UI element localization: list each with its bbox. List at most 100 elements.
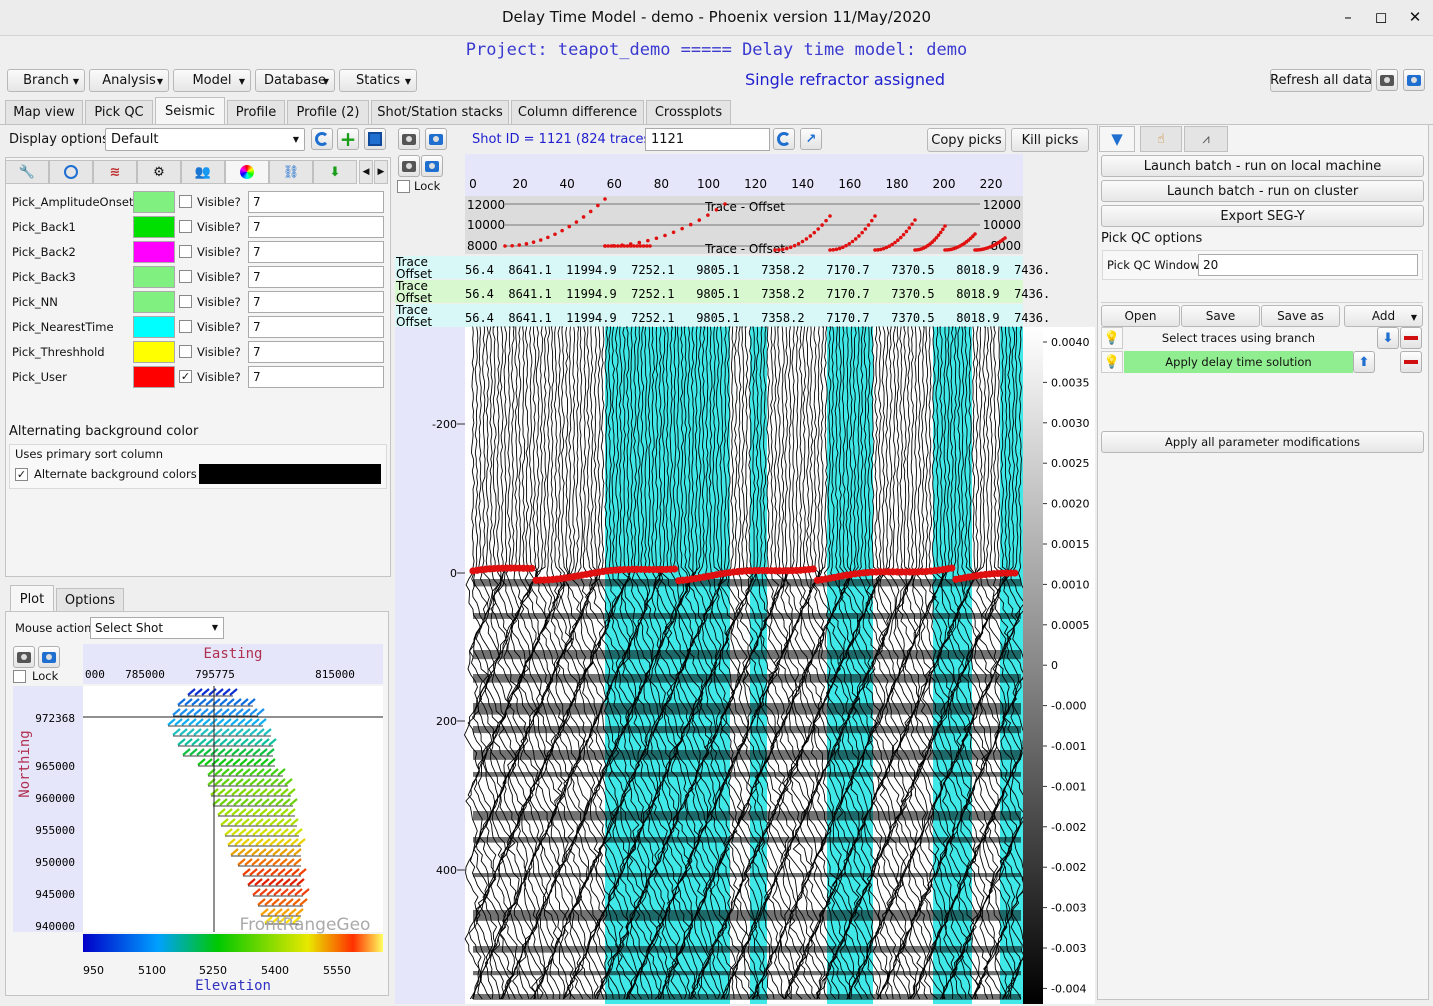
arrow-up-right-icon[interactable]: ↗: [800, 128, 822, 150]
pick-color-swatch[interactable]: [133, 266, 175, 288]
tab-map-view[interactable]: Map view: [5, 100, 83, 124]
maximize-button[interactable]: ◻: [1374, 8, 1388, 26]
camera-blue-icon[interactable]: [1403, 69, 1425, 91]
tab-column-difference[interactable]: Column difference: [511, 100, 644, 124]
pick-width-input[interactable]: 7: [248, 241, 384, 263]
pick-color-swatch[interactable]: [133, 216, 175, 238]
refresh-icon[interactable]: [311, 128, 333, 150]
remove-icon[interactable]: [1400, 327, 1422, 349]
pick-width-input[interactable]: 7: [248, 191, 384, 213]
gear-icon[interactable]: ⚙: [137, 160, 181, 184]
pick-width-input[interactable]: 7: [248, 216, 384, 238]
histogram-icon[interactable]: ⩘: [1184, 126, 1228, 152]
tab-shot-station-stacks[interactable]: Shot/Station stacks: [371, 100, 509, 124]
pick-color-swatch[interactable]: [133, 191, 175, 213]
pick-visible-checkbox[interactable]: [179, 345, 192, 358]
tab-crossplots[interactable]: Crossplots: [646, 100, 731, 124]
camera-blue-icon[interactable]: [38, 646, 60, 668]
menu-model[interactable]: Model ▼: [173, 69, 251, 92]
flow-add-button[interactable]: Add ▼: [1344, 305, 1423, 327]
seismic-lock-checkbox[interactable]: [397, 180, 410, 193]
camera-blue-icon[interactable]: [421, 155, 443, 177]
tab-seismic[interactable]: Seismic: [155, 97, 225, 124]
save-icon[interactable]: [364, 128, 386, 150]
users-icon[interactable]: 👥: [181, 160, 225, 184]
map-lock-checkbox[interactable]: [13, 670, 26, 683]
flow-save-button[interactable]: Save: [1181, 305, 1260, 327]
camera-icon[interactable]: [13, 646, 35, 668]
add-icon[interactable]: +: [337, 127, 359, 151]
seismic-display[interactable]: 0 20 40 60 80 100 120 140 160 180 200 220 12000 100…: [395, 154, 1095, 1004]
trace-wiggle: [777, 326, 796, 1000]
hand-pointer-icon[interactable]: ☝: [1140, 126, 1182, 152]
launch-local-button[interactable]: Launch batch - run on local machine: [1101, 155, 1424, 177]
menu-statics[interactable]: Statics ▼: [339, 69, 417, 92]
camera-icon[interactable]: [1376, 69, 1398, 91]
minimize-button[interactable]: –: [1344, 8, 1352, 26]
pick-color-swatch[interactable]: [133, 341, 175, 363]
lightbulb-icon[interactable]: 💡: [1101, 351, 1123, 373]
globe-icon[interactable]: [49, 160, 93, 184]
pick-color-swatch[interactable]: [133, 316, 175, 338]
color-wheel-icon[interactable]: [225, 160, 269, 184]
arrow-down-icon[interactable]: ⬇: [1377, 327, 1399, 349]
tab-plot[interactable]: Plot: [10, 585, 54, 612]
display-options-select[interactable]: Default ▼: [105, 128, 305, 151]
pick-color-swatch[interactable]: [133, 366, 175, 388]
pick-visible-checkbox[interactable]: [179, 195, 192, 208]
pick-visible-checkbox[interactable]: [179, 295, 192, 308]
pick-width-input[interactable]: 7: [248, 366, 384, 388]
remove-icon[interactable]: [1400, 351, 1422, 373]
tab-pick-qc[interactable]: Pick QC: [85, 100, 153, 124]
pick-color-swatch[interactable]: [133, 241, 175, 263]
flow-open-button[interactable]: Open: [1101, 305, 1180, 327]
flow-save-as-button[interactable]: Save as: [1261, 305, 1340, 327]
scroll-left-icon[interactable]: ◀: [359, 160, 373, 184]
download-arrow-icon[interactable]: ⬇: [313, 160, 357, 184]
alternate-bg-checkbox[interactable]: ✓: [15, 468, 28, 481]
filter-icon[interactable]: ▼: [1099, 126, 1135, 152]
pick-visible-checkbox[interactable]: [179, 320, 192, 333]
refresh-all-button[interactable]: Refresh all data: [1270, 69, 1372, 92]
lightbulb-icon[interactable]: 💡: [1101, 327, 1123, 349]
camera-blue-icon[interactable]: [425, 128, 447, 150]
mouse-action-select[interactable]: Select Shot ▼: [90, 617, 224, 639]
pick-width-input[interactable]: 7: [248, 266, 384, 288]
wrench-icon[interactable]: 🔧: [5, 160, 49, 184]
apply-all-modifications-button[interactable]: Apply all parameter modifications: [1101, 431, 1424, 453]
refresh-icon[interactable]: [773, 128, 795, 150]
arrow-up-icon[interactable]: ⬆: [1353, 351, 1375, 373]
launch-cluster-button[interactable]: Launch batch - run on cluster: [1101, 180, 1424, 202]
pick-width-input[interactable]: 7: [248, 341, 384, 363]
shot-id-input[interactable]: 1121: [645, 128, 770, 151]
close-button[interactable]: ✕: [1408, 8, 1422, 26]
hierarchy-icon[interactable]: ⛓: [269, 160, 313, 184]
menu-branch[interactable]: Branch ▼: [7, 69, 85, 92]
pick-qc-window-input[interactable]: 20: [1198, 254, 1418, 276]
pick-visible-checkbox[interactable]: [179, 220, 192, 233]
camera-icon[interactable]: [398, 155, 420, 177]
step-select-traces[interactable]: Select traces using branch: [1161, 331, 1316, 345]
pick-color-swatch[interactable]: [133, 291, 175, 313]
menu-database[interactable]: Database ▼: [255, 69, 335, 92]
pick-width-input[interactable]: 7: [248, 291, 384, 313]
tab-profile[interactable]: Profile: [227, 100, 285, 124]
alt-bg-color-swatch[interactable]: [199, 464, 381, 484]
kill-picks-button[interactable]: Kill picks: [1011, 128, 1089, 152]
copy-picks-button[interactable]: Copy picks: [927, 128, 1006, 152]
menu-analysis[interactable]: Analysis ▼: [89, 69, 169, 92]
tab-options[interactable]: Options: [56, 588, 124, 612]
shot-map[interactable]: Easting 000 785000 795775 815000 Northin…: [13, 644, 385, 996]
pick-visible-checkbox[interactable]: [179, 245, 192, 258]
trace-wiggle: [1000, 326, 1018, 1000]
pick-visible-checkbox[interactable]: [179, 270, 192, 283]
pick-visible-checkbox[interactable]: ✓: [179, 370, 192, 383]
scroll-right-icon[interactable]: ▶: [374, 160, 388, 184]
pick-width-input[interactable]: 7: [248, 316, 384, 338]
trace-wiggle: [518, 326, 537, 1000]
tab-profile-2[interactable]: Profile (2): [287, 100, 369, 124]
camera-icon[interactable]: [398, 128, 420, 150]
export-segy-button[interactable]: Export SEG-Y: [1101, 205, 1424, 227]
wiggle-icon[interactable]: ≋: [93, 160, 137, 184]
step-apply-delay-time[interactable]: Apply delay time solution: [1124, 351, 1353, 373]
